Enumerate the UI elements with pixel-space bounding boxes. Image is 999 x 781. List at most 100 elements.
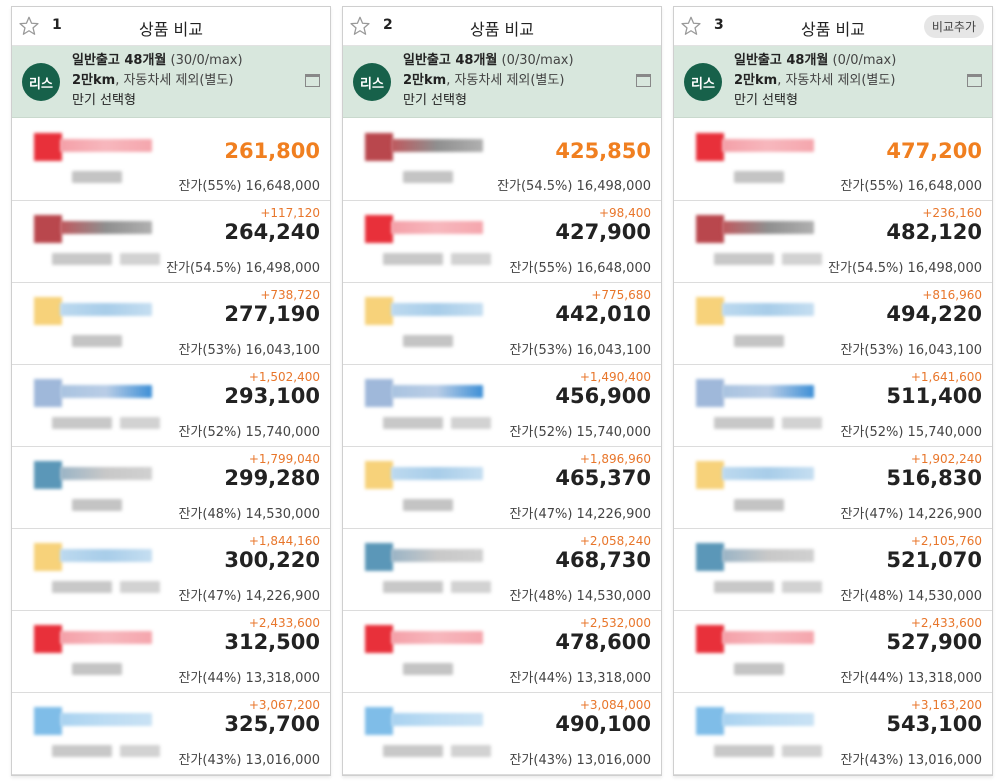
residual-value: 잔가(54.5%) 16,498,000 — [166, 261, 320, 276]
residual-value: 잔가(47%) 14,226,900 — [178, 589, 320, 604]
column-title: 상품 비교 — [470, 20, 534, 39]
condition-summary[interactable]: 리스 일반출고 48개월 (0/0/max) 2만km, 자동차세 제외(별도)… — [674, 46, 992, 118]
residual-value: 잔가(54.5%) 16,498,000 — [497, 179, 651, 194]
company-logo — [34, 707, 62, 735]
monthly-price: 482,120 — [886, 220, 982, 244]
company-logo — [696, 625, 724, 653]
price-difference: +816,960 — [922, 288, 982, 302]
company-name-blurred — [60, 713, 152, 726]
residual-value: 잔가(55%) 16,648,000 — [840, 179, 982, 194]
quote-row[interactable]: +1,502,400 293,100 잔가(52%) 15,740,000 — [12, 365, 330, 447]
monthly-price: 478,600 — [555, 630, 651, 654]
condition-summary[interactable]: 리스 일반출고 48개월 (30/0/max) 2만km, 자동차세 제외(별도… — [12, 46, 330, 118]
quote-row[interactable]: +1,844,160 300,220 잔가(47%) 14,226,900 — [12, 529, 330, 611]
condition-lines: 일반출고 48개월 (0/30/max) 2만km, 자동차세 제외(별도) 만… — [403, 51, 574, 111]
product-name-blurred — [451, 417, 491, 429]
company-logo — [34, 215, 62, 243]
product-name-blurred — [72, 335, 122, 347]
quote-row[interactable]: +3,067,200 325,700 잔가(43%) 13,016,000 — [12, 693, 330, 775]
residual-value: 잔가(43%) 13,016,000 — [178, 753, 320, 768]
maturity-type: 만기 선택형 — [72, 93, 136, 108]
condition-summary[interactable]: 리스 일반출고 48개월 (0/30/max) 2만km, 자동차세 제외(별도… — [343, 46, 661, 118]
price-difference: +1,799,040 — [248, 452, 320, 466]
company-name-blurred — [722, 467, 814, 480]
memo-icon[interactable] — [967, 74, 982, 87]
memo-icon[interactable] — [636, 74, 651, 87]
condition-lines: 일반출고 48개월 (0/0/max) 2만km, 자동차세 제외(별도) 만기… — [734, 51, 896, 111]
company-logo — [34, 297, 62, 325]
company-name-blurred — [722, 139, 814, 152]
quote-row[interactable]: +2,532,000 478,600 잔가(44%) 13,318,000 — [343, 611, 661, 693]
lease-badge: 리스 — [684, 63, 722, 101]
quote-row[interactable]: +1,896,960 465,370 잔가(47%) 14,226,900 — [343, 447, 661, 529]
quote-row[interactable]: +1,490,400 456,900 잔가(52%) 15,740,000 — [343, 365, 661, 447]
company-logo — [696, 379, 724, 407]
lease-badge: 리스 — [22, 63, 60, 101]
add-compare-button[interactable]: 비교추가 — [923, 15, 984, 38]
company-logo — [34, 625, 62, 653]
quote-row[interactable]: 477,200 잔가(55%) 16,648,000 — [674, 119, 992, 201]
product-name-blurred — [714, 253, 774, 265]
company-name-blurred — [722, 713, 814, 726]
product-name-blurred — [734, 663, 784, 675]
star-outline-icon[interactable] — [18, 15, 40, 37]
maturity-type: 만기 선택형 — [403, 93, 467, 108]
quote-row[interactable]: 261,800 잔가(55%) 16,648,000 — [12, 119, 330, 201]
monthly-price: 511,400 — [886, 384, 982, 408]
company-logo — [365, 707, 393, 735]
quote-row[interactable]: +1,902,240 516,830 잔가(47%) 14,226,900 — [674, 447, 992, 529]
product-name-blurred — [52, 417, 112, 429]
memo-icon[interactable] — [305, 74, 320, 87]
company-name-blurred — [391, 303, 483, 316]
monthly-price: 521,070 — [886, 548, 982, 572]
company-logo — [696, 707, 724, 735]
quote-row[interactable]: +236,160 482,120 잔가(54.5%) 16,498,000 — [674, 201, 992, 283]
quote-row[interactable]: +816,960 494,220 잔가(53%) 16,043,100 — [674, 283, 992, 365]
quote-row[interactable]: +1,641,600 511,400 잔가(52%) 15,740,000 — [674, 365, 992, 447]
quote-row[interactable]: +738,720 277,190 잔가(53%) 16,043,100 — [12, 283, 330, 365]
company-name-blurred — [391, 221, 483, 234]
company-name-blurred — [391, 631, 483, 644]
quote-row[interactable]: +2,433,600 312,500 잔가(44%) 13,318,000 — [12, 611, 330, 693]
price-difference: +2,058,240 — [579, 534, 651, 548]
quote-row[interactable]: +3,084,000 490,100 잔가(43%) 13,016,000 — [343, 693, 661, 775]
company-name-blurred — [391, 549, 483, 562]
star-outline-icon[interactable] — [680, 15, 702, 37]
quote-row[interactable]: +3,163,200 543,100 잔가(43%) 13,016,000 — [674, 693, 992, 775]
product-name-blurred — [120, 581, 160, 593]
company-name-blurred — [60, 139, 152, 152]
company-logo — [365, 625, 393, 653]
quote-row[interactable]: +98,400 427,900 잔가(55%) 16,648,000 — [343, 201, 661, 283]
quote-row[interactable]: +1,799,040 299,280 잔가(48%) 14,530,000 — [12, 447, 330, 529]
compare-column-3: 3 상품 비교 비교추가 리스 일반출고 48개월 (0/0/max) 2만km… — [673, 6, 993, 776]
quote-row[interactable]: +2,433,600 527,900 잔가(44%) 13,318,000 — [674, 611, 992, 693]
residual-value: 잔가(52%) 15,740,000 — [178, 425, 320, 440]
residual-value: 잔가(52%) 15,740,000 — [509, 425, 651, 440]
residual-value: 잔가(44%) 13,318,000 — [178, 671, 320, 686]
monthly-price: 465,370 — [555, 466, 651, 490]
quote-row[interactable]: 425,850 잔가(54.5%) 16,498,000 — [343, 119, 661, 201]
quote-row[interactable]: +2,105,760 521,070 잔가(48%) 14,530,000 — [674, 529, 992, 611]
product-name-blurred — [782, 581, 822, 593]
residual-value: 잔가(53%) 16,043,100 — [178, 343, 320, 358]
residual-value: 잔가(55%) 16,648,000 — [509, 261, 651, 276]
residual-value: 잔가(48%) 14,530,000 — [840, 589, 982, 604]
quote-row[interactable]: +2,058,240 468,730 잔가(48%) 14,530,000 — [343, 529, 661, 611]
star-outline-icon[interactable] — [349, 15, 371, 37]
product-name-blurred — [734, 335, 784, 347]
company-logo — [34, 543, 62, 571]
column-title: 상품 비교 — [139, 20, 203, 39]
price-difference: +1,490,400 — [579, 370, 651, 384]
term-detail: (0/0/max) — [828, 53, 897, 68]
quote-row[interactable]: +117,120 264,240 잔가(54.5%) 16,498,000 — [12, 201, 330, 283]
monthly-price: 325,700 — [224, 712, 320, 736]
product-name-blurred — [782, 253, 822, 265]
mileage-label: 2만km — [403, 73, 447, 88]
quote-list: 425,850 잔가(54.5%) 16,498,000 +98,400 427… — [343, 119, 661, 775]
monthly-price: 299,280 — [224, 466, 320, 490]
column-header: 3 상품 비교 비교추가 — [674, 7, 992, 46]
quote-row[interactable]: +775,680 442,010 잔가(53%) 16,043,100 — [343, 283, 661, 365]
price-difference: +3,163,200 — [910, 698, 982, 712]
residual-value: 잔가(44%) 13,318,000 — [840, 671, 982, 686]
company-name-blurred — [722, 549, 814, 562]
